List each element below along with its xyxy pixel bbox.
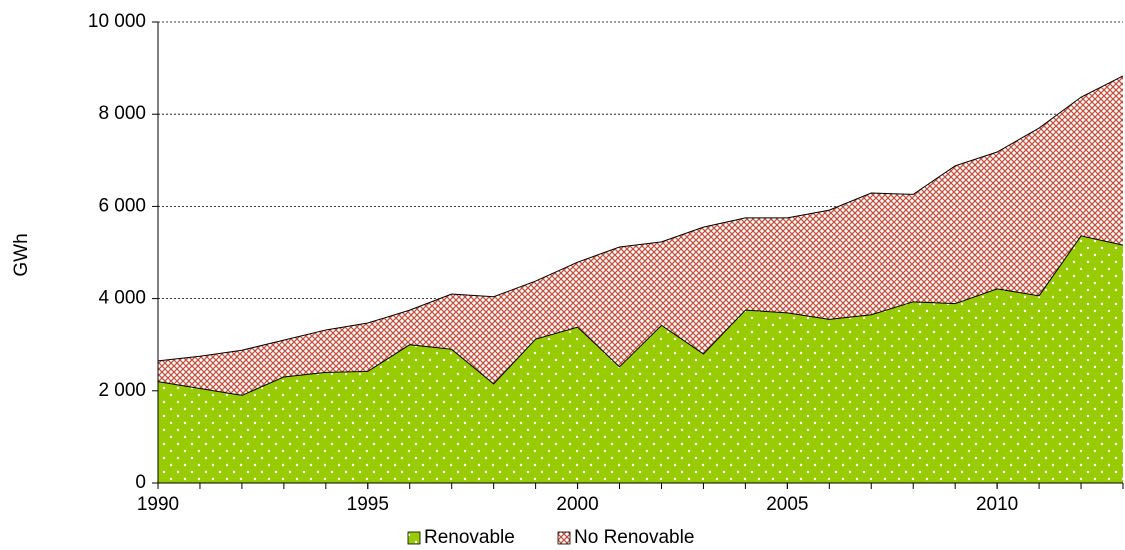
legend-swatch bbox=[557, 531, 571, 545]
area bbox=[158, 75, 1123, 396]
y-tick-label: 6 000 bbox=[98, 195, 146, 216]
legend-item: Renovable bbox=[407, 527, 515, 548]
x-tick-label: 2000 bbox=[556, 494, 598, 515]
legend-item: No Renovable bbox=[557, 527, 694, 548]
line bbox=[157, 75, 1124, 362]
legend-label: No Renovable bbox=[574, 527, 694, 548]
x-tick-label: 1990 bbox=[137, 494, 179, 515]
y-tick-label: 2 000 bbox=[98, 380, 146, 401]
y-tick-label: 0 bbox=[135, 472, 146, 493]
x-tick-label: 2010 bbox=[976, 494, 1018, 515]
legend-label: Renovable bbox=[424, 527, 515, 548]
y-tick-label: 8 000 bbox=[98, 103, 146, 124]
x-tick-label: 2005 bbox=[766, 494, 808, 515]
line bbox=[157, 235, 1124, 396]
x-tick-label: 1995 bbox=[347, 494, 389, 515]
area bbox=[158, 235, 1123, 483]
y-tick-label: 4 000 bbox=[98, 288, 146, 309]
y-tick-label: 10 000 bbox=[88, 11, 146, 32]
legend: Renovable No Renovable bbox=[407, 527, 694, 548]
legend-swatch bbox=[407, 531, 421, 545]
y-axis-label: GWh bbox=[11, 233, 32, 276]
